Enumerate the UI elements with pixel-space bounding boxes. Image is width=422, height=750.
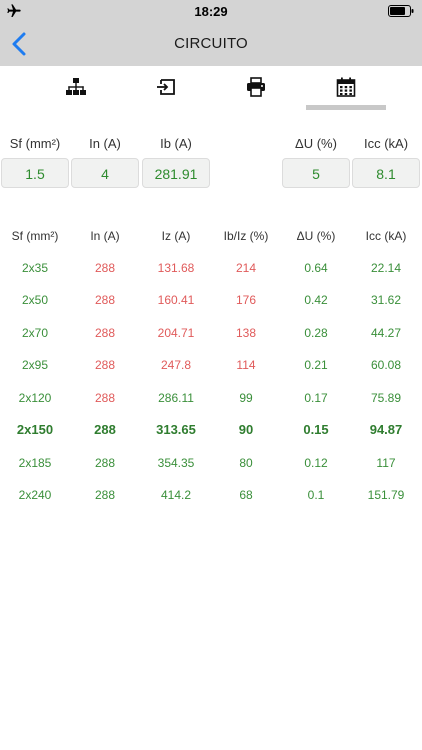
cell-ibiz: 114	[236, 358, 256, 372]
cell-in: 288	[94, 293, 116, 307]
cell-iz: 354.35	[157, 456, 195, 470]
table-row-selected[interactable]: 2x150 288 313.65 90 0.15 94.87	[0, 422, 422, 454]
print-icon	[247, 77, 265, 97]
cell-iz: 414.2	[160, 488, 192, 502]
cell-ibiz: 138	[235, 326, 257, 340]
ib-label: Ib (A)	[160, 136, 192, 151]
cell-du: 0.17	[304, 391, 328, 405]
cell-iz: 313.65	[156, 422, 196, 437]
cell-icc: 31.62	[370, 293, 402, 307]
cell-in: 288	[94, 261, 116, 275]
cell-in: 288	[94, 422, 116, 437]
sf-field[interactable]: 1.5	[1, 158, 69, 188]
table-row[interactable]: 2x240 288 414.2 68 0.1 151.79	[0, 487, 422, 519]
calendar-icon	[336, 77, 356, 97]
cell-icc: 117	[376, 456, 396, 470]
cell-du: 0.12	[304, 456, 328, 470]
table-row[interactable]: 2x95 288 247.8 114 0.21 60.08	[0, 357, 422, 389]
cell-ibiz: 80	[239, 456, 253, 470]
in-label: In (A)	[89, 136, 121, 151]
table-row[interactable]: 2x35 288 131.68 214 0.64 22.14	[0, 260, 422, 292]
table-row[interactable]: 2x120 288 286.11 99 0.17 75.89	[0, 390, 422, 422]
cell-in: 288	[94, 358, 116, 372]
cell-icc: 151.79	[367, 488, 405, 502]
cell-icc: 60.08	[370, 358, 402, 372]
cell-iz: 247.8	[160, 358, 192, 372]
cell-du: 0.28	[304, 326, 328, 340]
cell-ibiz: 214	[235, 261, 257, 275]
du-label: ΔU (%)	[295, 136, 337, 151]
icc-label: Icc (kA)	[363, 136, 409, 151]
icc-field[interactable]: 8.1	[352, 158, 420, 188]
cell-icc: 94.87	[369, 422, 403, 437]
page-title: CIRCUITO	[174, 35, 248, 52]
cell-ibiz: 68	[239, 488, 253, 502]
back-chevron-icon[interactable]	[10, 31, 28, 57]
tab-input[interactable]	[126, 66, 206, 112]
table-row[interactable]: 2x185 288 354.35 80 0.12 117	[0, 455, 422, 487]
header-ibiz: Ib/Iz (%)	[223, 229, 269, 243]
cell-du: 0.15	[303, 422, 329, 437]
status-time: 18:29	[194, 4, 228, 19]
du-field[interactable]: 5	[282, 158, 350, 188]
cell-sf: 2x95	[21, 358, 49, 372]
cell-sf: 2x240	[18, 488, 52, 502]
cell-ibiz: 176	[235, 293, 257, 307]
tab-calendar[interactable]	[306, 66, 386, 112]
sf-label: Sf (mm²)	[9, 136, 61, 151]
cell-sf: 2x150	[16, 422, 54, 437]
table-row[interactable]: 2x50 288 160.41 176 0.42 31.62	[0, 292, 422, 324]
cell-iz: 160.41	[157, 293, 195, 307]
table-row[interactable]: 2x70 288 204.71 138 0.28 44.27	[0, 325, 422, 357]
cell-ibiz: 99	[239, 391, 253, 405]
header-icc: Icc (kA)	[365, 229, 407, 243]
cell-du: 0.21	[304, 358, 328, 372]
cell-sf: 2x70	[21, 326, 49, 340]
in-field[interactable]: 4	[71, 158, 139, 188]
navigation-bar: CIRCUITO	[0, 22, 422, 66]
cell-du: 0.42	[304, 293, 328, 307]
cell-du: 0.64	[304, 261, 328, 275]
active-tab-indicator	[306, 105, 386, 110]
ib-field[interactable]: 281.91	[142, 158, 210, 188]
sitemap-icon	[66, 78, 86, 95]
header-du: ΔU (%)	[296, 229, 336, 243]
battery-icon	[388, 5, 414, 17]
cell-sf: 2x35	[21, 261, 49, 275]
cell-sf: 2x50	[21, 293, 49, 307]
header-iz: Iz (A)	[161, 229, 191, 243]
cell-iz: 204.71	[157, 326, 195, 340]
cell-in: 288	[94, 326, 116, 340]
status-bar: 18:29	[0, 0, 422, 22]
cell-du: 0.1	[307, 488, 325, 502]
header-sf: Sf (mm²)	[11, 229, 59, 243]
tab-hierarchy[interactable]	[36, 66, 116, 112]
input-icon	[157, 79, 175, 95]
cell-iz: 131.68	[157, 261, 195, 275]
tab-print[interactable]	[216, 66, 296, 112]
airplane-icon	[7, 4, 21, 17]
cell-in: 288	[94, 391, 116, 405]
cell-sf: 2x120	[18, 391, 52, 405]
cell-icc: 75.89	[370, 391, 402, 405]
cell-in: 288	[94, 488, 116, 502]
cell-sf: 2x185	[18, 456, 52, 470]
cell-icc: 44.27	[370, 326, 402, 340]
tab-bar	[0, 66, 422, 112]
header-in: In (A)	[90, 229, 120, 243]
cell-iz: 286.11	[158, 391, 194, 405]
cell-ibiz: 90	[238, 422, 254, 437]
cell-icc: 22.14	[370, 261, 402, 275]
cell-in: 288	[94, 456, 116, 470]
